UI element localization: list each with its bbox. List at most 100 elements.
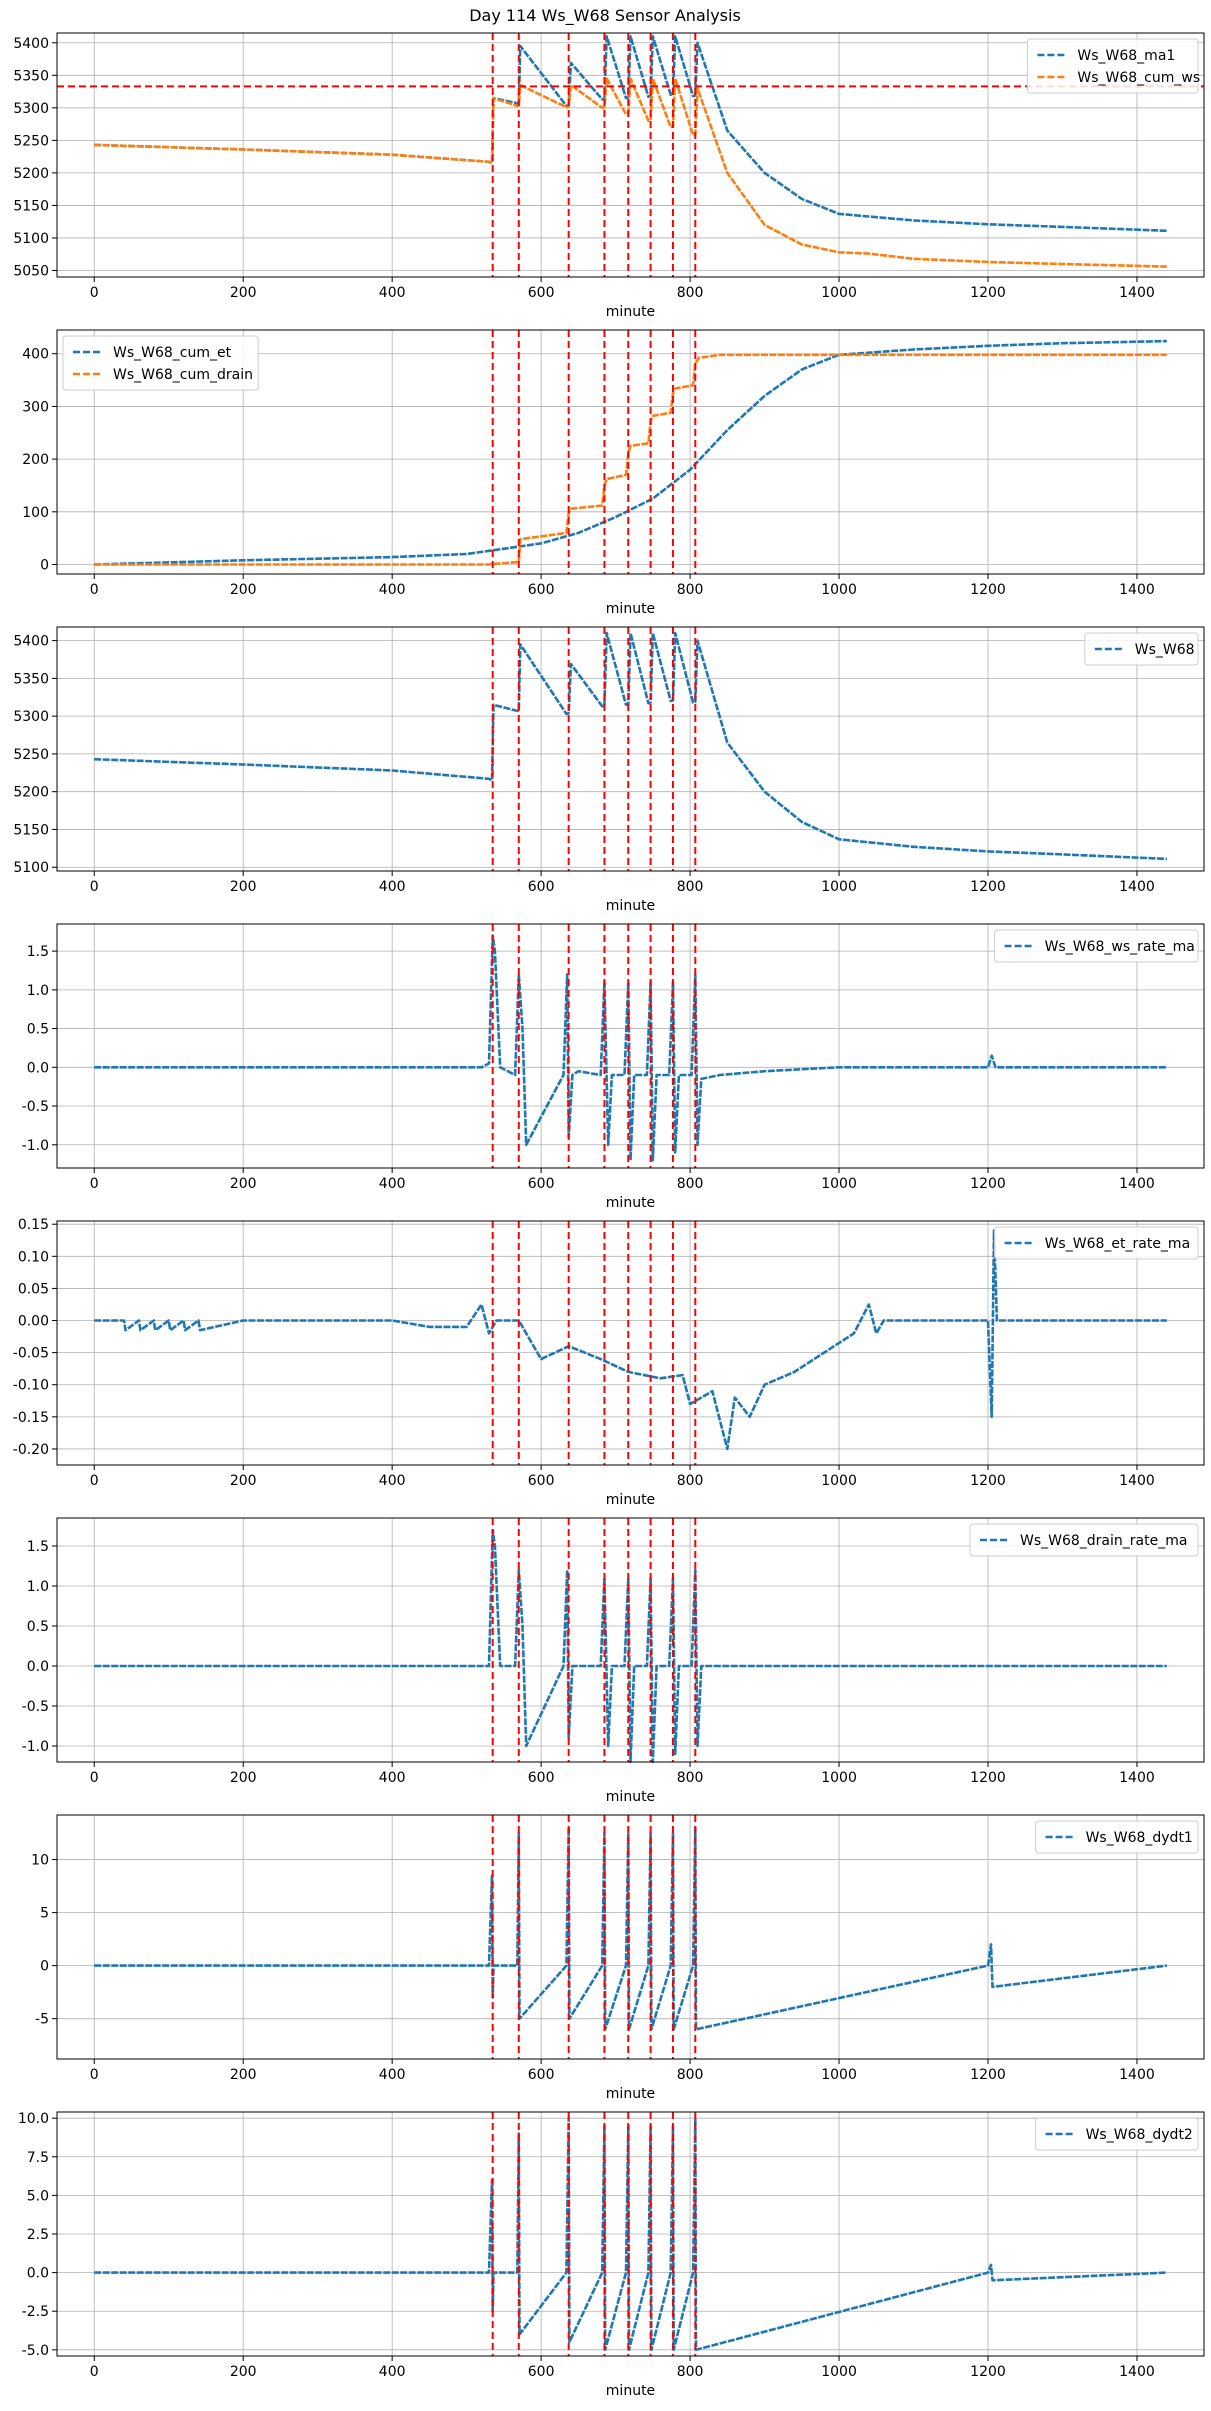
- axes-frame: [56, 626, 1205, 872]
- legend-box: [994, 1226, 1199, 1260]
- x-tick-label: 400: [379, 2067, 406, 2083]
- y-tick-label: 5300: [13, 101, 49, 117]
- x-tick-label: 0: [90, 1176, 99, 1192]
- x-tick-label: 1000: [821, 879, 857, 895]
- y-tick-label: 1.0: [27, 983, 49, 999]
- legend-label: Ws_W68: [1135, 642, 1195, 658]
- x-tick-label: 1200: [970, 879, 1006, 895]
- y-tick-label: 0: [40, 558, 49, 574]
- x-tick-label: 600: [528, 2067, 555, 2083]
- y-tick-label: 7.5: [27, 2150, 49, 2166]
- x-tick-label: 200: [230, 1176, 257, 1192]
- x-tick-label: 400: [379, 1176, 406, 1192]
- x-tick-label: 1000: [821, 2067, 857, 2083]
- legend-box: [1084, 632, 1199, 666]
- x-tick-label: 600: [528, 2364, 555, 2380]
- x-tick-label: 1400: [1119, 1473, 1155, 1489]
- legend: Ws_W68_dydt2: [1035, 2117, 1199, 2151]
- axes-frame: [56, 923, 1205, 1169]
- x-tick-label: 0: [90, 2067, 99, 2083]
- axes-frame: [56, 1220, 1205, 1466]
- x-tick-label: 1400: [1119, 879, 1155, 895]
- subplot-6: 0 200 400 600 800 1000 1200 1400 -1.0 -0.5 0.0 0.5 1…: [22, 1517, 1205, 1805]
- legend: Ws_W68_et_rate_ma: [994, 1226, 1199, 1260]
- y-tick-label: 5150: [13, 198, 49, 214]
- y-tick-label: 1.5: [27, 1539, 49, 1555]
- x-tick-label: 400: [379, 582, 406, 598]
- y-tick-label: -0.05: [13, 1346, 49, 1362]
- x-tick-label: 1000: [821, 1176, 857, 1192]
- x-tick-label: 1400: [1119, 1770, 1155, 1786]
- x-tick-label: 1400: [1119, 582, 1155, 598]
- subplot-1: 0 200 400 600 800 1000 1200 1400 5050 5100 5150 520…: [13, 32, 1205, 320]
- legend-label: Ws_W68_dydt2: [1086, 2127, 1193, 2143]
- x-tick-label: 0: [90, 2364, 99, 2380]
- y-tick-label: 1.0: [27, 1579, 49, 1595]
- legend-label: Ws_W68_dydt1: [1086, 1830, 1193, 1846]
- x-axis-label: minute: [606, 1195, 655, 1211]
- x-tick-label: 600: [528, 285, 555, 301]
- axes-frame: [56, 1517, 1205, 1763]
- x-tick-label: 1000: [821, 2364, 857, 2380]
- x-axis-label: minute: [606, 1789, 655, 1805]
- axes-frame: [56, 32, 1205, 278]
- legend-box: [994, 929, 1199, 963]
- subplot-8: 0 200 400 600 800 1000 1200 1400 -5.0 -2.5 0.0 2.5 5…: [18, 2111, 1205, 2399]
- x-tick-label: 1200: [970, 1770, 1006, 1786]
- y-tick-label: 0.15: [18, 1217, 49, 1233]
- y-tick-label: -1.0: [22, 1739, 49, 1755]
- x-tick-label: 400: [379, 1770, 406, 1786]
- x-tick-label: 200: [230, 285, 257, 301]
- x-tick-label: 800: [677, 879, 704, 895]
- x-axis-label: minute: [606, 898, 655, 914]
- x-axis-label: minute: [606, 1492, 655, 1508]
- x-tick-label: 1200: [970, 2364, 1006, 2380]
- legend: Ws_W68: [1084, 632, 1199, 666]
- x-tick-label: 1400: [1119, 2067, 1155, 2083]
- legend-box: [1026, 38, 1199, 94]
- legend-label: Ws_W68_cum_ws: [1077, 70, 1200, 86]
- legend-label: Ws_W68_et_rate_ma: [1045, 1236, 1191, 1252]
- x-tick-label: 200: [230, 582, 257, 598]
- y-tick-label: 1.5: [27, 944, 49, 960]
- y-tick-label: -5.0: [22, 2343, 49, 2359]
- y-tick-label: 5100: [13, 231, 49, 247]
- x-tick-label: 200: [230, 879, 257, 895]
- legend-label: Ws_W68_ws_rate_ma: [1045, 939, 1195, 955]
- subplot-4: 0 200 400 600 800 1000 1200 1400 -1.0 -0.5 0.0 0.5 1…: [22, 923, 1205, 1211]
- series-line-Ws_W68_ws_rate_ma: [94, 934, 1167, 1162]
- y-tick-label: 300: [22, 399, 49, 415]
- series-line-Ws_W68_ma1: [94, 34, 1167, 233]
- x-tick-label: 800: [677, 1770, 704, 1786]
- y-tick-label: 5250: [13, 133, 49, 149]
- subplot-3: 0 200 400 600 800 1000 1200 1400 5100 5150 5200 525…: [13, 626, 1205, 914]
- x-tick-label: 1400: [1119, 285, 1155, 301]
- series-line-Ws_W68_cum_et: [94, 339, 1167, 566]
- legend: Ws_W68_ma1 Ws_W68_cum_ws: [1026, 38, 1200, 94]
- y-tick-label: 10: [31, 1853, 49, 1869]
- y-tick-label: -0.5: [22, 1699, 49, 1715]
- legend-box: [969, 1523, 1199, 1557]
- y-tick-label: -0.15: [13, 1410, 49, 1426]
- y-tick-label: 200: [22, 452, 49, 468]
- subplot-5: 0 200 400 600 800 1000 1200 1400 -0.20 -0.15 -0.10…: [13, 1217, 1205, 1508]
- x-tick-label: 600: [528, 879, 555, 895]
- y-tick-label: 0: [40, 1959, 49, 1975]
- x-tick-label: 1400: [1119, 1176, 1155, 1192]
- x-tick-label: 600: [528, 1770, 555, 1786]
- x-tick-label: 0: [90, 1770, 99, 1786]
- x-tick-label: 1200: [970, 1176, 1006, 1192]
- legend-label: Ws_W68_ma1: [1077, 48, 1175, 64]
- y-tick-label: 5300: [13, 709, 49, 725]
- x-tick-label: 400: [379, 1473, 406, 1489]
- legend-label: Ws_W68_cum_drain: [113, 367, 253, 383]
- y-tick-label: 5350: [13, 671, 49, 687]
- y-tick-label: 5350: [13, 68, 49, 84]
- x-tick-label: 400: [379, 285, 406, 301]
- legend-box: [1035, 2117, 1199, 2151]
- y-tick-label: 10.0: [18, 2111, 49, 2127]
- x-tick-label: 200: [230, 1473, 257, 1489]
- y-tick-label: 0.0: [27, 1060, 49, 1076]
- subplot-2: 0 200 400 600 800 1000 1200 1400 0 100 200 300 400 mi…: [22, 329, 1205, 617]
